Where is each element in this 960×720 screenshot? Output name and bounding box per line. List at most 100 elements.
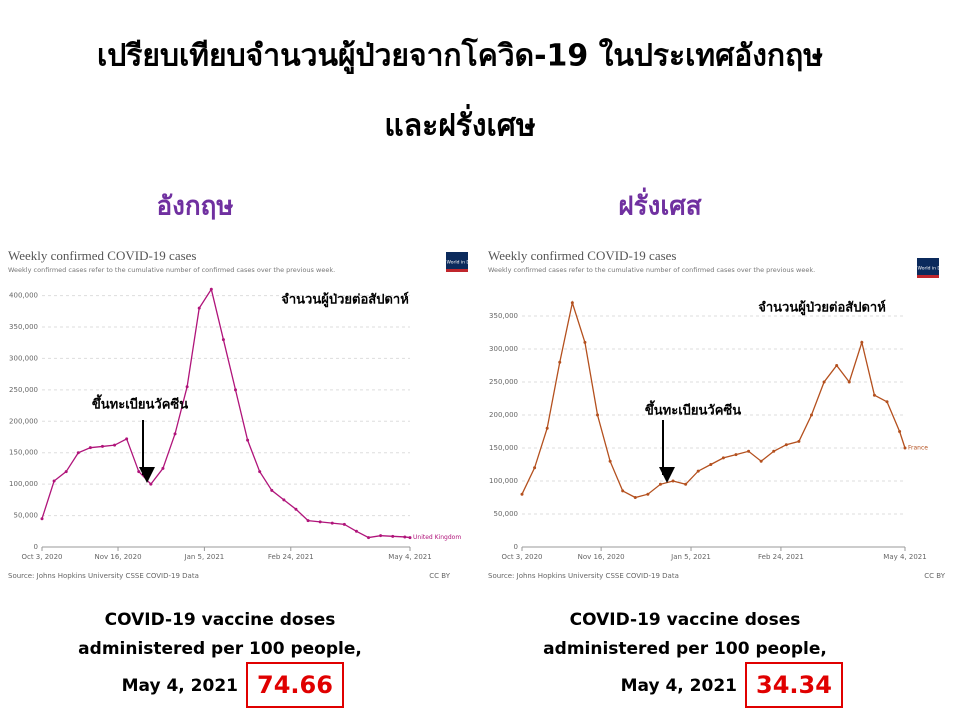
series-line (41, 287, 411, 539)
x-tick-label: Oct 3, 2020 (501, 553, 542, 561)
vaccine-date: May 4, 2021 (122, 676, 238, 696)
data-point (835, 364, 839, 367)
x-tick-label: May 4, 2021 (883, 553, 926, 561)
data-point (40, 517, 44, 521)
y-tick-label: 350,000 (489, 312, 518, 320)
data-point (354, 529, 358, 533)
data-point (646, 492, 650, 496)
data-point (633, 496, 637, 499)
data-point (294, 507, 298, 511)
y-tick-label: 350,000 (9, 323, 38, 331)
chart-subtitle: Weekly confirmed cases refer to the cumu… (8, 266, 335, 274)
annotation: ขึ้นทะเบียนวัคซีน (92, 394, 188, 413)
data-point (197, 306, 201, 310)
vaccine-label: COVID-19 vaccine doses (105, 610, 336, 630)
y-tick-label: 100,000 (9, 480, 38, 488)
y-tick-label: 50,000 (494, 510, 519, 518)
x-tick-label: Oct 3, 2020 (21, 553, 62, 561)
y-tick-label: 150,000 (9, 449, 38, 457)
vaccine-value: 74.66 (257, 671, 333, 699)
data-point (520, 492, 524, 496)
chart-title: Weekly confirmed COVID-19 cases (8, 248, 196, 263)
data-point (330, 521, 334, 525)
chart-title: Weekly confirmed COVID-19 cases (488, 248, 676, 263)
y-tick-label: 250,000 (489, 378, 518, 386)
data-point (367, 536, 371, 540)
y-tick-label: 0 (514, 543, 518, 551)
data-point (772, 449, 776, 453)
annotation: จำนวนผู้ป่วยต่อสัปดาห์ (758, 300, 886, 316)
data-point (885, 400, 889, 404)
y-tick-label: 200,000 (489, 411, 518, 419)
data-point (903, 446, 907, 450)
logo (917, 258, 939, 278)
data-point (88, 446, 92, 450)
vaccine-label: COVID-19 vaccine doses (570, 610, 801, 630)
data-point (721, 456, 725, 460)
data-point (709, 463, 713, 466)
data-point (270, 488, 274, 492)
data-point (221, 338, 225, 342)
data-point (379, 534, 383, 538)
data-point (545, 426, 549, 430)
data-point (76, 451, 80, 455)
logo-text: Our World in Data (908, 266, 949, 272)
license: CC BY (924, 572, 945, 580)
data-point (671, 479, 675, 483)
y-tick-label: 50,000 (14, 512, 39, 520)
vaccine-label: administered per 100 people, (543, 639, 827, 659)
data-point (52, 479, 56, 483)
y-tick-label: 250,000 (9, 386, 38, 394)
y-tick-label: 300,000 (489, 345, 518, 353)
logo (917, 275, 939, 278)
data-point (258, 470, 262, 474)
x-tick-label: Jan 5, 2021 (670, 553, 711, 561)
y-tick-label: 400,000 (9, 292, 38, 300)
panel-heading: อังกฤษ (157, 192, 234, 222)
series-line (521, 300, 906, 499)
data-point (759, 459, 763, 463)
source: Source: Johns Hopkins University CSSE CO… (488, 572, 679, 580)
annotation: จำนวนผู้ป่วยต่อสัปดาห์ (281, 292, 409, 308)
source: Source: Johns Hopkins University CSSE CO… (8, 572, 199, 580)
data-point (684, 482, 688, 486)
annotation: ขึ้นทะเบียนวัคซีน (645, 400, 741, 419)
slide-title: เปรียบเทียบจำนวนผู้ป่วยจากโควิด-19 ในประ… (97, 37, 823, 75)
data-point (898, 430, 902, 433)
y-tick-label: 300,000 (9, 354, 38, 362)
data-point (533, 466, 537, 470)
x-tick-label: Feb 24, 2021 (758, 553, 804, 561)
data-point (860, 340, 864, 344)
x-tick-label: Nov 16, 2020 (94, 553, 141, 561)
vaccine-date: May 4, 2021 (621, 676, 737, 696)
data-point (784, 443, 788, 447)
data-point (408, 536, 412, 540)
chart-subtitle: Weekly confirmed cases refer to the cumu… (488, 266, 815, 274)
data-point (570, 301, 574, 305)
y-tick-label: 150,000 (489, 444, 518, 452)
logo-text: Our World in Data (437, 260, 478, 266)
x-tick-label: Jan 5, 2021 (184, 553, 225, 561)
data-point (696, 469, 700, 473)
data-point (797, 439, 801, 443)
data-point (234, 388, 238, 392)
data-point (809, 413, 813, 417)
x-tick-label: Nov 16, 2020 (578, 553, 625, 561)
series-label: France (908, 445, 928, 452)
data-point (342, 522, 346, 526)
x-tick-label: May 4, 2021 (388, 553, 431, 561)
data-point (149, 482, 153, 486)
data-point (161, 466, 165, 470)
data-point (173, 432, 177, 436)
data-point (125, 437, 129, 441)
data-point (185, 385, 189, 389)
data-point (64, 470, 68, 474)
data-point (100, 444, 104, 448)
license: CC BY (429, 572, 450, 580)
y-tick-label: 100,000 (489, 477, 518, 485)
data-point (246, 438, 250, 442)
data-point (209, 287, 213, 291)
series-label: United Kingdom (413, 534, 461, 541)
x-tick-label: Feb 24, 2021 (268, 553, 314, 561)
data-point (747, 449, 751, 453)
